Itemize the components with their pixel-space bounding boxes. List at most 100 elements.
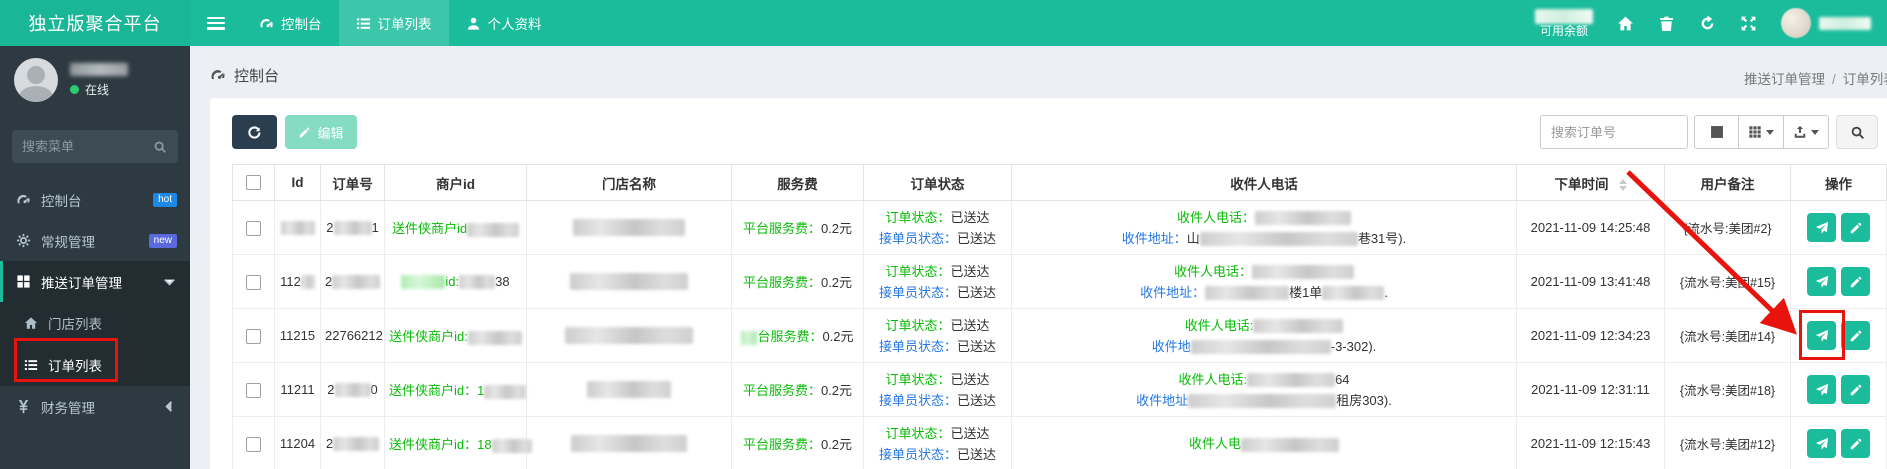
edit-row-button[interactable] — [1841, 213, 1870, 242]
trash-icon[interactable] — [1658, 15, 1675, 32]
send-button[interactable] — [1807, 267, 1836, 296]
cell-order-status: 订单状态：已送达 接单员状态：已送达 — [863, 416, 1012, 469]
fullscreen-icon[interactable] — [1740, 15, 1757, 32]
paper-plane-icon — [1815, 275, 1828, 288]
breadcrumb-parent[interactable]: 推送订单管理 — [1744, 72, 1825, 87]
main-content: 控制台 推送订单管理 / 订单列表 编辑 — [190, 46, 1887, 469]
toolbar-right — [1540, 115, 1878, 149]
send-button[interactable] — [1807, 213, 1836, 242]
columns-button[interactable] — [1739, 115, 1784, 149]
header-store-name: 门店名称 — [526, 164, 732, 201]
cell-order-time: 2021-11-09 12:34:23 — [1516, 308, 1665, 363]
row-checkbox[interactable] — [246, 328, 261, 344]
badge-hot: hot — [153, 192, 177, 207]
edit-row-button[interactable] — [1841, 375, 1870, 404]
header-order-status: 订单状态 — [863, 164, 1012, 201]
search-submit-button[interactable] — [1836, 115, 1878, 149]
nav-tab-order-list[interactable]: 订单列表 — [338, 0, 449, 46]
cell-id: 11215 — [274, 308, 321, 363]
cell-id: 11204 — [274, 416, 321, 469]
sidebar-item-label: 订单列表 — [48, 359, 102, 374]
cell-user-remark: {流水号:美团#18} — [1664, 362, 1791, 417]
user-icon — [467, 17, 479, 30]
cell-order-no: 22766212 — [320, 308, 385, 363]
refresh-button[interactable] — [232, 115, 277, 149]
online-status: 在线 — [70, 81, 128, 98]
cell-store-name — [526, 200, 732, 255]
select-all-checkbox[interactable] — [246, 175, 261, 191]
row-checkbox[interactable] — [246, 436, 261, 452]
edit-row-button[interactable] — [1841, 321, 1870, 350]
sort-toggle[interactable] — [1618, 178, 1627, 191]
detail-view-button[interactable] — [1694, 115, 1739, 149]
row-checkbox[interactable] — [246, 274, 261, 290]
row-checkbox[interactable] — [246, 220, 261, 236]
edit-button[interactable]: 编辑 — [285, 115, 357, 149]
header-order-no: 订单号 — [320, 164, 385, 201]
cell-store-name — [526, 416, 732, 469]
sidebar-item-dashboard[interactable]: 控制台 hot — [0, 179, 190, 220]
export-icon — [1794, 125, 1806, 138]
send-button[interactable] — [1807, 375, 1836, 404]
row-checkbox[interactable] — [246, 382, 261, 398]
detail-view-icon — [1710, 126, 1723, 138]
paper-plane-icon — [1815, 383, 1828, 396]
export-button[interactable] — [1784, 115, 1829, 149]
pencil-icon — [1850, 222, 1861, 233]
header-order-time-label: 下单时间 — [1554, 176, 1609, 192]
chevron-left-icon — [165, 401, 173, 412]
sidebar-username-redacted — [70, 62, 128, 76]
edit-row-button[interactable] — [1841, 267, 1870, 296]
sidebar-search-input[interactable] — [22, 139, 146, 154]
badge-new: new — [148, 233, 177, 248]
cell-user-remark: {流水号:美团#2} — [1664, 200, 1791, 255]
cell-merchant-id: 送件侠商户id：1 — [384, 362, 527, 417]
cell-order-status: 订单状态：已送达 接单员状态：已送达 — [863, 308, 1012, 363]
cell-order-no: 2 — [320, 416, 385, 469]
sidebar-search — [12, 130, 178, 163]
breadcrumb-current: 订单列表 — [1842, 72, 1887, 87]
gears-icon — [16, 233, 31, 248]
pencil-icon — [300, 127, 310, 137]
sidebar-item-order-list[interactable]: 订单列表 — [0, 344, 190, 386]
avatar — [14, 58, 58, 102]
send-button[interactable] — [1807, 429, 1836, 458]
order-search-input[interactable] — [1540, 115, 1688, 149]
page-title-label: 控制台 — [234, 67, 280, 85]
sidebar-item-push-order-mgmt[interactable]: 推送订单管理 — [0, 261, 190, 302]
cell-merchant-id: 送件侠商户id — [384, 200, 527, 255]
sidebar-toggle-button[interactable] — [190, 0, 242, 46]
clear-cache-icon[interactable] — [1699, 15, 1716, 32]
sidebar-item-finance-mgmt[interactable]: 财务管理 — [0, 386, 190, 427]
cell-select — [232, 200, 275, 255]
send-button[interactable] — [1807, 321, 1836, 350]
edit-row-button[interactable] — [1841, 429, 1870, 458]
cell-order-status: 订单状态：已送达 接单员状态：已送达 — [863, 254, 1012, 309]
cell-order-time: 2021-11-09 12:31:11 — [1516, 362, 1665, 417]
sidebar-search-button[interactable] — [146, 134, 174, 160]
sidebar-item-store-list[interactable]: 门店列表 — [0, 302, 190, 344]
cell-order-time: 2021-11-09 13:41:48 — [1516, 254, 1665, 309]
nav-tab-dashboard[interactable]: 控制台 — [242, 0, 339, 46]
sidebar-item-label: 常规管理 — [41, 234, 95, 250]
online-dot-icon — [70, 84, 79, 94]
balance-amount-redacted — [1535, 8, 1593, 24]
sidebar-item-general-mgmt[interactable]: 常规管理 new — [0, 220, 190, 261]
header-order-time: 下单时间 — [1516, 164, 1665, 201]
cell-recipient: 收件人电话： 收件地址：山 巷31号). — [1011, 200, 1517, 255]
top-bar: 独立版聚合平台 控制台 订单列表 个人资料 可用余额 — [0, 0, 1887, 46]
cell-actions — [1790, 254, 1887, 309]
chevron-down-icon — [164, 278, 175, 286]
table-row: 112 2 id: 38 平台服务费：0.2元 订单状态：已送达 接单员状态：已送… — [232, 254, 1887, 309]
pencil-icon — [1850, 276, 1861, 287]
user-menu[interactable] — [1781, 8, 1871, 38]
avatar — [1781, 8, 1811, 38]
yen-icon — [18, 399, 29, 414]
table-header-row: Id 订单号 商户id 门店名称 服务费 订单状态 收件人电话 下单时间 用户备… — [232, 164, 1887, 201]
home-icon[interactable] — [1617, 15, 1634, 32]
nav-tab-profile[interactable]: 个人资料 — [449, 0, 559, 46]
sidebar-user-panel: 在线 — [0, 46, 190, 108]
username-redacted — [1819, 16, 1871, 30]
cell-order-status: 订单状态：已送达 接单员状态：已送达 — [863, 200, 1012, 255]
